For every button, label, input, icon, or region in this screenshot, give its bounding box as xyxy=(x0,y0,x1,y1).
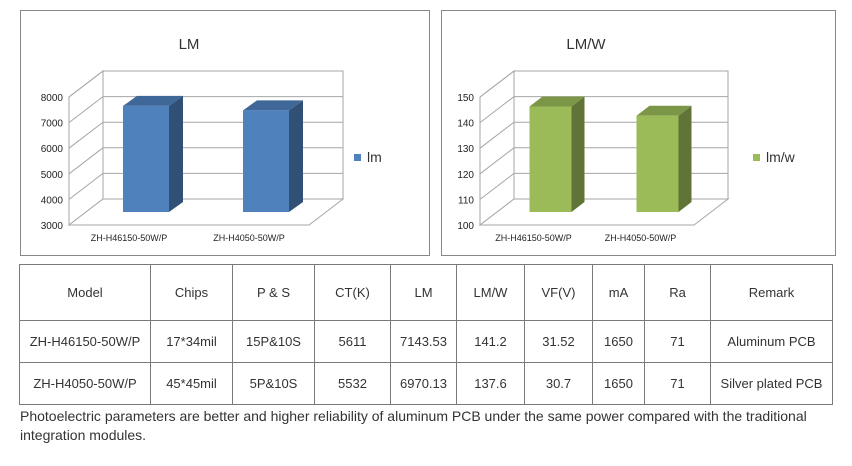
header-model: Model xyxy=(19,264,151,321)
cell-model: ZH-H46150-50W/P xyxy=(19,320,151,363)
cell-vf: 31.52 xyxy=(524,320,593,363)
side-wall xyxy=(68,69,104,227)
cell-lmw: 141.2 xyxy=(456,320,525,363)
table-row: ZH-H4050-50W/P 45*45mil 5P&10S 5532 6970… xyxy=(19,362,833,405)
bar-front xyxy=(123,105,169,212)
cell-lmw: 137.6 xyxy=(456,362,525,405)
bar-side xyxy=(678,105,692,212)
cell-chips: 45*45mil xyxy=(150,362,233,405)
lmw-chart: LM/W 100 110 120 130 140 150 ZH-H46150-50W/P ZH-… xyxy=(457,36,796,243)
header-chips: Chips xyxy=(150,264,233,321)
header-lmw: LM/W xyxy=(456,264,525,321)
bar-top xyxy=(529,96,585,107)
gridline xyxy=(479,70,728,98)
cell-ma: 1650 xyxy=(592,362,645,405)
header-vf: VF(V) xyxy=(524,264,593,321)
legend-swatch xyxy=(354,154,361,161)
bar-top xyxy=(243,100,303,111)
y-tick-label: 140 xyxy=(457,119,474,130)
y-tick-label: 130 xyxy=(457,144,474,155)
bar xyxy=(636,105,692,212)
floor xyxy=(478,198,730,226)
bar-side xyxy=(571,96,585,212)
y-tick-label: 7000 xyxy=(41,119,64,130)
bar-side xyxy=(289,100,303,212)
x-tick-label: ZH-H46150-50W/P xyxy=(495,233,572,243)
x-tick-label: ZH-H4050-50W/P xyxy=(605,233,677,243)
cell-remark: Silver plated PCB xyxy=(710,362,833,405)
cell-lm: 6970.13 xyxy=(390,362,457,405)
gridline xyxy=(68,96,343,123)
cell-p-s: 5P&10S xyxy=(232,362,315,405)
x-tick-label: ZH-H4050-50W/P xyxy=(213,233,285,243)
bar-front xyxy=(529,106,572,212)
cell-lm: 7143.53 xyxy=(390,320,457,363)
cell-ra: 71 xyxy=(644,320,711,363)
bar-side xyxy=(169,95,183,212)
y-tick-label: 4000 xyxy=(41,195,64,206)
header-ma: mA xyxy=(592,264,645,321)
y-tick-label: 3000 xyxy=(41,221,64,232)
cell-ct: 5611 xyxy=(314,320,391,363)
gridline xyxy=(68,70,343,98)
header-p-s: P & S xyxy=(232,264,315,321)
chart-title: LM/W xyxy=(566,36,606,53)
floor xyxy=(67,198,345,226)
header-remark: Remark xyxy=(710,264,833,321)
y-tick-label: 120 xyxy=(457,170,474,181)
bar xyxy=(243,100,303,212)
cell-ma: 1650 xyxy=(592,320,645,363)
y-tick-label: 6000 xyxy=(41,144,64,155)
bar-front xyxy=(636,115,679,212)
bar xyxy=(529,96,585,212)
y-tick-label: 110 xyxy=(458,195,474,206)
bar-top xyxy=(636,105,692,116)
legend-label: lm/w xyxy=(766,149,796,165)
y-tick-label: 8000 xyxy=(41,93,64,104)
y-tick-label: 150 xyxy=(457,93,474,104)
bar xyxy=(123,95,183,212)
lm-chart-panel: LM 3000 4000 5000 6000 7000 8000 ZH-H46150-50W/… xyxy=(20,10,430,256)
cell-model: ZH-H4050-50W/P xyxy=(19,362,151,405)
footnote-text: Photoelectric parameters are better and … xyxy=(20,408,807,443)
chart-title: LM xyxy=(179,36,200,53)
parameters-table: Model Chips P & S CT(K) LM LM/W VF(V) mA… xyxy=(19,264,833,405)
cell-ra: 71 xyxy=(644,362,711,405)
y-tick-label: 5000 xyxy=(41,170,64,181)
side-wall xyxy=(479,69,515,227)
header-lm: LM xyxy=(390,264,457,321)
table-row: ZH-H46150-50W/P 17*34mil 15P&10S 5611 71… xyxy=(19,320,833,363)
lm-chart: LM 3000 4000 5000 6000 7000 8000 ZH-H46150-50W/… xyxy=(41,36,382,243)
legend-swatch xyxy=(753,154,760,161)
cell-chips: 17*34mil xyxy=(150,320,233,363)
header-ra: Ra xyxy=(644,264,711,321)
legend-label: lm xyxy=(367,149,382,165)
lmw-chart-panel: LM/W 100 110 120 130 140 150 ZH-H46150-50W/P ZH-… xyxy=(441,10,836,256)
x-tick-label: ZH-H46150-50W/P xyxy=(91,233,168,243)
cell-vf: 30.7 xyxy=(524,362,593,405)
cell-ct: 5532 xyxy=(314,362,391,405)
cell-remark: Aluminum PCB xyxy=(710,320,833,363)
y-tick-label: 100 xyxy=(457,221,474,232)
table-header-row: Model Chips P & S CT(K) LM LM/W VF(V) mA… xyxy=(19,264,833,321)
gridline xyxy=(479,96,728,123)
bar-top xyxy=(123,95,183,106)
cell-p-s: 15P&10S xyxy=(232,320,315,363)
header-ct: CT(K) xyxy=(314,264,391,321)
bar-front xyxy=(243,110,289,212)
